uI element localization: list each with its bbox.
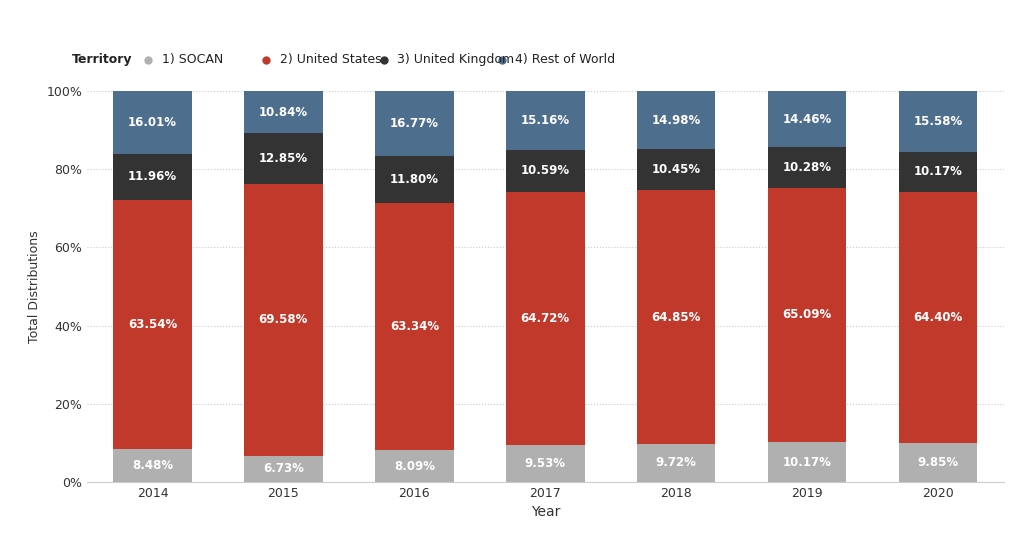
Bar (114, 201, 191, 449)
Text: 9.85%: 9.85% (918, 456, 958, 469)
Text: 16.01%: 16.01% (128, 116, 177, 129)
Text: 10.28%: 10.28% (782, 161, 831, 174)
Text: 3) United Kingdom: 3) United Kingdom (397, 53, 514, 66)
Text: 64.40%: 64.40% (913, 311, 963, 324)
Text: Territory: Territory (72, 53, 132, 66)
Text: 9.53%: 9.53% (524, 457, 566, 470)
Text: 69.58%: 69.58% (259, 313, 308, 326)
Bar (506, 150, 585, 192)
Text: 9.72%: 9.72% (655, 456, 696, 469)
Bar (114, 153, 191, 201)
Text: Digital Media: Distributions by Territory: Digital Media: Distributions by Territor… (12, 14, 416, 32)
Text: 4) Rest of World: 4) Rest of World (515, 53, 615, 66)
Bar (899, 443, 977, 482)
Bar (899, 91, 977, 152)
Bar (244, 455, 323, 482)
Bar (637, 150, 716, 191)
Bar (899, 192, 977, 443)
Bar (506, 192, 585, 445)
Text: 15.16%: 15.16% (521, 114, 569, 127)
Text: 14.46%: 14.46% (782, 112, 831, 126)
Bar (768, 188, 847, 442)
Text: 10.45%: 10.45% (651, 163, 700, 176)
Bar (114, 449, 191, 482)
Bar (768, 147, 847, 188)
Bar (768, 91, 847, 147)
Text: 65.09%: 65.09% (782, 309, 831, 321)
Text: 14.98%: 14.98% (651, 114, 700, 127)
Text: 63.34%: 63.34% (390, 320, 439, 333)
Text: 11.96%: 11.96% (128, 171, 177, 183)
Bar (637, 444, 716, 482)
Text: 64.85%: 64.85% (651, 311, 700, 324)
Bar (506, 445, 585, 482)
Text: 10.59%: 10.59% (521, 165, 569, 177)
Bar (244, 91, 323, 134)
Bar (375, 156, 454, 203)
Bar (637, 91, 716, 150)
Bar (637, 191, 716, 444)
Bar (375, 450, 454, 482)
Text: 10.17%: 10.17% (913, 165, 963, 178)
Text: 16.77%: 16.77% (390, 117, 439, 130)
Bar (244, 183, 323, 455)
Y-axis label: Total Distributions: Total Distributions (28, 230, 41, 343)
Bar (899, 152, 977, 192)
Text: 1) SOCAN: 1) SOCAN (162, 53, 223, 66)
Text: 12.85%: 12.85% (259, 152, 308, 165)
Bar (375, 203, 454, 450)
Text: 15.58%: 15.58% (913, 115, 963, 128)
Text: 63.54%: 63.54% (128, 318, 177, 331)
Text: 8.09%: 8.09% (394, 460, 435, 473)
Bar (114, 91, 191, 153)
X-axis label: Year: Year (530, 505, 560, 520)
Text: 10.84%: 10.84% (259, 106, 308, 119)
Text: 10.17%: 10.17% (782, 455, 831, 469)
Text: 6.73%: 6.73% (263, 463, 304, 475)
Bar (375, 91, 454, 156)
Bar (768, 442, 847, 482)
Bar (244, 134, 323, 183)
Text: 2) United States: 2) United States (280, 53, 381, 66)
Text: 11.80%: 11.80% (390, 173, 439, 186)
Text: 64.72%: 64.72% (521, 312, 569, 325)
Text: 8.48%: 8.48% (132, 459, 173, 472)
Bar (506, 91, 585, 150)
